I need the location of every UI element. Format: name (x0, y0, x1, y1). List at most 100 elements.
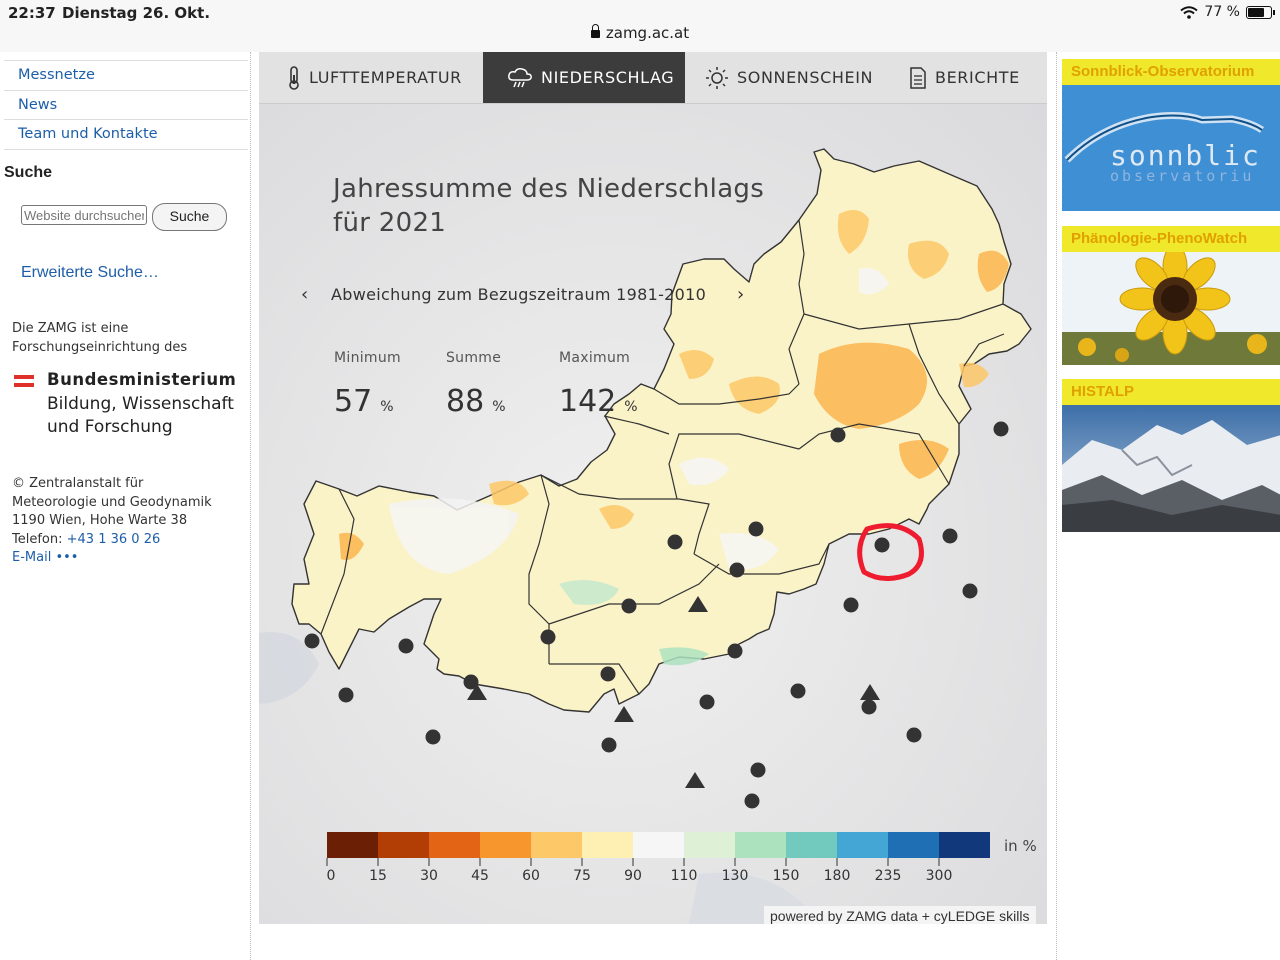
station-triangle[interactable] (688, 596, 708, 612)
left-sidebar: Messnetze News Team und Kontakte Suche S… (0, 52, 251, 960)
tab-label: NIEDERSCHLAG (541, 68, 675, 87)
station-dot[interactable] (621, 598, 637, 614)
legend-swatch (684, 832, 735, 858)
station-dot[interactable] (338, 687, 354, 703)
promo-title: HISTALP (1062, 379, 1280, 405)
previous-arrow[interactable]: ‹ (301, 284, 309, 305)
address-bar[interactable]: zamg.ac.at (0, 24, 1280, 42)
tab-niederschlag[interactable]: NIEDERSCHLAG (483, 52, 685, 103)
observatorium-logo-text: observatoriu (1110, 167, 1254, 185)
search-heading: Suche (4, 164, 53, 181)
station-dot[interactable] (830, 427, 846, 443)
station-triangle[interactable] (467, 684, 487, 700)
station-dot[interactable] (750, 762, 766, 778)
legend-swatch (582, 832, 633, 858)
stat-value-row: 88% (446, 384, 506, 419)
right-sidebar: Sonnblick-Observatorium sonnblic observa… (1056, 52, 1280, 960)
legend-tick-label: 45 (471, 868, 489, 884)
stat-maximum: Maximum 142% (559, 350, 638, 419)
station-dot[interactable] (906, 727, 922, 743)
station-dot[interactable] (601, 737, 617, 753)
legend-swatch (633, 832, 684, 858)
station-dot[interactable] (667, 534, 683, 550)
station-dot[interactable] (540, 629, 556, 645)
austria-precipitation-map[interactable] (259, 104, 1047, 924)
promo-sonnblick[interactable]: Sonnblick-Observatorium sonnblic observa… (1062, 59, 1280, 213)
stat-label: Maximum (559, 350, 631, 366)
stat-label: Summe (446, 350, 502, 366)
station-dot[interactable] (729, 562, 745, 578)
station-dot[interactable] (744, 793, 760, 809)
nav-item-news[interactable]: News (4, 90, 248, 120)
color-legend (326, 832, 990, 866)
email-link[interactable]: E-Mail (12, 550, 52, 565)
station-markers (304, 421, 1009, 809)
station-dot[interactable] (748, 521, 764, 537)
tab-label: BERICHTE (935, 68, 1020, 87)
nav-link[interactable]: News (18, 97, 58, 113)
station-dot[interactable] (398, 638, 414, 654)
phone-link[interactable]: +43 1 36 0 26 (66, 531, 161, 547)
station-dot[interactable] (962, 583, 978, 599)
legend-unit: in % (1004, 837, 1037, 855)
nav-item-team[interactable]: Team und Kontakte (4, 119, 248, 150)
legend-swatch (531, 832, 582, 858)
station-dot[interactable] (463, 674, 479, 690)
contact-line: © Zentralanstalt für (12, 476, 144, 491)
station-triangle[interactable] (614, 706, 634, 722)
ministry-logo[interactable]: Bundesministerium Bildung, Wissenschaft … (12, 370, 250, 440)
lake-shape (259, 632, 319, 704)
main-content: LUFTTEMPERATUR NIEDERSCHLAG SONNE (259, 52, 1047, 924)
nav-link[interactable]: Messnetze (18, 67, 95, 83)
promo-histalp[interactable]: HISTALP (1062, 379, 1280, 532)
status-bar: 22:37 Dienstag 26. Okt. zamg.ac.at 77 % (0, 0, 1280, 52)
more-dots[interactable]: ••• (55, 550, 79, 565)
tab-lufttemperatur[interactable]: LUFTTEMPERATUR (287, 52, 462, 103)
station-dot[interactable] (843, 597, 859, 613)
title-line: für 2021 (333, 208, 447, 238)
legend-tick-label: 60 (522, 868, 540, 884)
stat-value: 88 (446, 384, 485, 419)
province-borders (320, 219, 1005, 695)
url-text: zamg.ac.at (605, 24, 690, 42)
legend-tick-label: 90 (624, 868, 642, 884)
station-dot[interactable] (727, 643, 743, 659)
station-dot[interactable] (600, 666, 616, 682)
station-dot[interactable] (874, 537, 890, 553)
station-triangle[interactable] (685, 772, 705, 788)
legend-swatch (378, 832, 429, 858)
rain-cloud-icon (508, 67, 532, 87)
tab-berichte[interactable]: BERICHTE (909, 52, 1020, 103)
nav-link[interactable]: Team und Kontakte (18, 126, 158, 142)
document-icon (910, 66, 926, 89)
wifi-icon (1180, 5, 1199, 19)
ministry-name-3: und Forschung (47, 417, 173, 437)
legend-swatch (327, 832, 378, 858)
nav-item-messnetze[interactable]: Messnetze (4, 60, 248, 90)
tab-bar: LUFTTEMPERATUR NIEDERSCHLAG SONNE (259, 52, 1047, 104)
station-dot[interactable] (861, 699, 877, 715)
tab-sonnenschein[interactable]: SONNENSCHEIN (705, 52, 873, 103)
search-button[interactable]: Suche (152, 203, 227, 231)
station-triangle[interactable] (860, 684, 880, 700)
lock-icon (590, 24, 600, 38)
status-time: 22:37 (8, 4, 56, 22)
stat-value: 142 (559, 384, 617, 419)
legend-swatch (888, 832, 939, 858)
search-input[interactable] (21, 205, 147, 225)
station-dot[interactable] (304, 633, 320, 649)
stat-summe: Summe 88% (446, 350, 506, 419)
advanced-search-link[interactable]: Erweiterte Suche… (21, 264, 159, 281)
station-dot[interactable] (993, 421, 1009, 437)
station-dot[interactable] (790, 683, 806, 699)
legend-swatch (735, 832, 786, 858)
station-dot[interactable] (942, 528, 958, 544)
stat-value-row: 142% (559, 384, 638, 419)
sunflower-image (1062, 244, 1280, 365)
title-line: Jahressumme des Niederschlags (333, 174, 765, 204)
promo-phenowatch[interactable]: Phänologie-PhenoWatch (1062, 226, 1280, 365)
station-dot[interactable] (699, 694, 715, 710)
station-dot[interactable] (425, 729, 441, 745)
next-arrow[interactable]: › (737, 284, 745, 305)
status-indicators: 77 % (1180, 4, 1275, 20)
